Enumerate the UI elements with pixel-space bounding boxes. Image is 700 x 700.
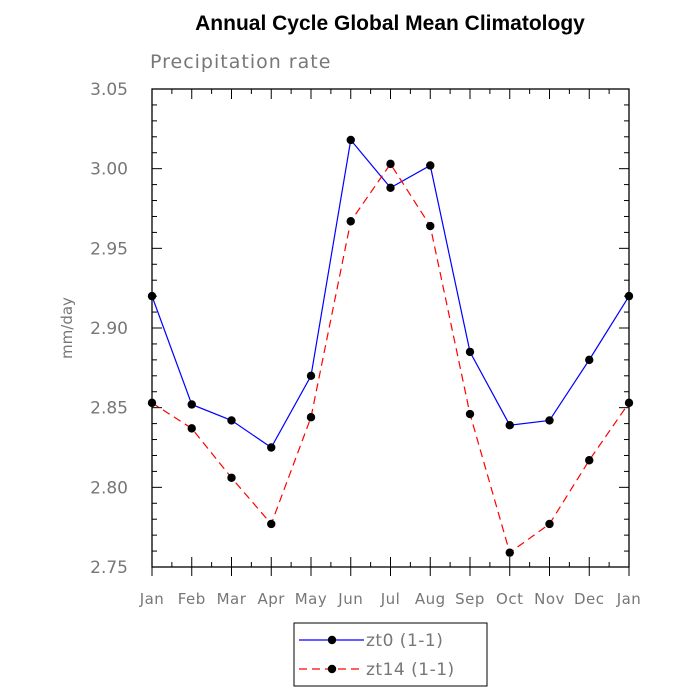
data-point — [227, 416, 236, 425]
series-layer — [147, 135, 634, 557]
x-tick-label: May — [295, 590, 328, 608]
data-point — [267, 519, 276, 529]
x-tick-label: Nov — [534, 590, 565, 608]
data-point — [386, 159, 395, 169]
legend-box — [293, 622, 488, 687]
chart-title: Annual Cycle Global Mean Climatology — [195, 12, 585, 35]
x-tick-label: Apr — [258, 590, 286, 608]
x-tick-label: Aug — [415, 590, 446, 608]
data-point — [505, 420, 514, 430]
data-point — [346, 217, 355, 226]
y-axis-label: mm/day — [58, 297, 76, 359]
x-tick-label: Oct — [496, 590, 523, 608]
data-point — [545, 519, 554, 529]
y-tick-label: 2.95 — [90, 239, 128, 259]
data-point — [187, 424, 196, 433]
x-tick-label: Mar — [217, 590, 247, 608]
y-tick-label: 2.90 — [90, 319, 128, 339]
data-point — [585, 355, 594, 365]
y-tick-label: 2.75 — [90, 558, 128, 578]
x-tick-label: Jan — [616, 590, 642, 608]
data-point — [346, 135, 355, 145]
legend-label: zt0 (1-1) — [366, 631, 443, 651]
axes: 2.75 2.80 2.85 2.90 2.95 3.00 3.05 Jan Feb Mar Apr… — [90, 80, 641, 608]
y-tick-label: 3.00 — [90, 160, 128, 180]
legend-label: zt14 (1-1) — [366, 660, 455, 680]
y-tick-label: 2.80 — [90, 478, 128, 498]
chart-subtitle: Precipitation rate — [150, 51, 331, 73]
x-tick-label: Feb — [178, 590, 206, 608]
data-point — [147, 398, 157, 408]
data-point — [585, 456, 594, 465]
data-point — [306, 413, 316, 422]
data-point — [465, 409, 475, 419]
data-point — [465, 347, 475, 357]
y-tick-label: 3.05 — [90, 80, 128, 100]
x-tick-label: Jun — [337, 590, 363, 608]
data-point — [306, 371, 316, 380]
data-point — [227, 473, 236, 482]
data-point — [187, 400, 196, 409]
x-tick-label: Jul — [380, 590, 401, 608]
data-point — [505, 548, 514, 557]
data-point — [545, 416, 554, 425]
series-line — [151, 162, 630, 554]
x-tick-label: Dec — [574, 590, 605, 608]
legend-marker — [327, 664, 337, 674]
legend-item: zt14 (1-1) — [299, 660, 455, 680]
legend-item: zt0 (1-1) — [299, 631, 443, 651]
legend-marker — [327, 635, 337, 645]
x-tick-label: Jan — [139, 590, 165, 608]
data-point — [624, 398, 634, 408]
data-point — [426, 221, 435, 231]
x-tick-label: Sep — [455, 590, 485, 608]
data-point — [267, 443, 276, 452]
data-point — [147, 291, 157, 301]
y-tick-label: 2.85 — [90, 399, 128, 419]
series-1 — [147, 135, 634, 452]
legend: zt0 (1-1) zt14 (1-1) — [293, 622, 488, 687]
data-point — [624, 291, 634, 301]
series-2 — [147, 159, 634, 557]
data-point — [426, 161, 435, 170]
data-point — [386, 183, 395, 192]
